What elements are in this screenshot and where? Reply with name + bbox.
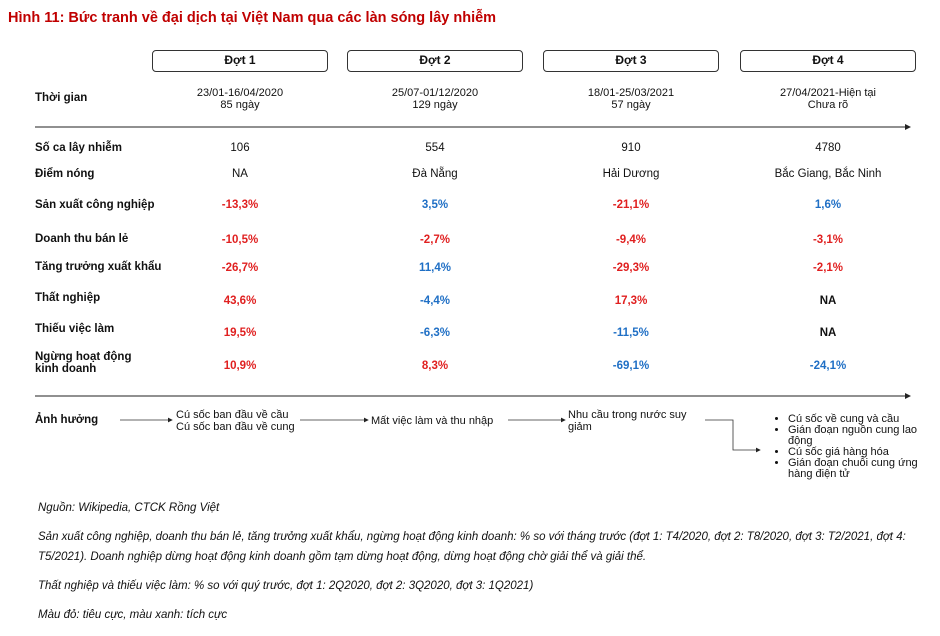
period-duration: 129 ngày (412, 99, 458, 111)
impact-wave-4-item: Gián đoạn chuỗi cung ứng hàng điện tử (788, 458, 926, 480)
underemployment-wave-2: -6,3% (419, 327, 451, 339)
wave-2-header: Đợt 2 (347, 50, 523, 72)
hotspot-wave-2: Đà Nẵng (412, 168, 458, 180)
row-label-underemployment: Thiếu việc làm (35, 323, 115, 335)
suspension-wave-3: -69,1% (612, 360, 650, 372)
industrial-wave-2: 3,5% (421, 199, 449, 211)
underemployment-wave-1: 19,5% (223, 327, 257, 339)
color-legend-note: Màu đỏ: tiêu cực, màu xanh: tích cực (38, 609, 228, 621)
period-label: Thời gian (35, 92, 88, 104)
suspension-wave-4: -24,1% (809, 360, 847, 372)
export-wave-2: 11,4% (419, 262, 451, 274)
labor-note: Thất nghiệp và thiếu việc làm: % so với … (38, 580, 534, 592)
suspension-wave-1: 10,9% (223, 360, 257, 372)
impact-wave-1-line: Cú sốc ban đầu về cầu (176, 409, 289, 421)
impact-wave-4: Cú sốc về cung và cầu Gián đoạn nguồn cu… (776, 414, 926, 480)
period-dates: 18/01-25/03/2021 (587, 87, 675, 99)
wave-1-header: Đợt 1 (152, 50, 328, 72)
impact-wave-2: Mất việc làm và thu nhập (371, 415, 494, 427)
hotspot-wave-4: Bắc Giang, Bắc Ninh (774, 168, 882, 180)
period-wave-3: 18/01-25/03/2021 57 ngày (536, 87, 726, 111)
cases-wave-3: 910 (621, 142, 641, 154)
industrial-wave-4: 1,6% (814, 199, 842, 211)
underemployment-wave-4: NA (819, 327, 837, 339)
wave-4-header: Đợt 4 (740, 50, 916, 72)
hotspot-wave-1: NA (232, 168, 248, 180)
impact-wave-1: Cú sốc ban đầu về cầu Cú sốc ban đầu về … (176, 409, 306, 433)
wave-3-header: Đợt 3 (543, 50, 719, 72)
unemployment-wave-3: 17,3% (614, 295, 648, 307)
export-wave-1: -26,7% (221, 262, 259, 274)
cases-wave-2: 554 (425, 142, 445, 154)
period-duration: Chưa rõ (807, 99, 849, 111)
impact-wave-3: Nhu cầu trong nước suy giảm (568, 409, 687, 433)
industrial-wave-1: -13,3% (221, 199, 259, 211)
suspension-wave-2: 8,3% (421, 360, 449, 372)
period-duration: 57 ngày (611, 99, 651, 111)
period-dates: 23/01-16/04/2020 (196, 87, 284, 99)
impact-wave-4-item: Gián đoạn nguồn cung lao động (788, 425, 926, 447)
impact-wave-4-item: Cú sốc về cung và cầu (788, 414, 926, 425)
row-label-industrial: Sản xuất công nghiệp (35, 199, 155, 211)
unemployment-wave-1: 43,6% (223, 295, 257, 307)
unemployment-wave-4: NA (819, 295, 837, 307)
definition-note: Sản xuất công nghiệp, doanh thu bán lẻ, … (38, 531, 906, 563)
export-wave-4: -2,1% (812, 262, 844, 274)
figure-title: Hình 11: Bức tranh về đại dịch tại Việt … (8, 10, 497, 26)
impact-wave-4-item: Cú sốc giá hàng hóa (788, 447, 926, 458)
period-wave-1: 23/01-16/04/2020 85 ngày (145, 87, 335, 111)
row-label-unemployment: Thất nghiệp (35, 292, 101, 304)
row-label-cases: Số ca lây nhiễm (35, 142, 122, 154)
cases-wave-1: 106 (230, 142, 250, 154)
period-dates: 27/04/2021-Hiện tại (779, 87, 876, 99)
row-label-hotspot: Điểm nóng (35, 168, 95, 180)
source-note: Nguồn: Wikipedia, CTCK Rồng Việt (38, 502, 220, 514)
period-duration: 85 ngày (220, 99, 260, 111)
underemployment-wave-3: -11,5% (613, 327, 649, 339)
hotspot-wave-3: Hải Dương (602, 168, 660, 180)
row-label-export: Tăng trưởng xuất khẩu (35, 261, 162, 273)
retail-wave-3: -9,4% (615, 234, 647, 246)
impact-wave-1-line: Cú sốc ban đầu về cung (176, 421, 295, 433)
unemployment-wave-2: -4,4% (419, 295, 451, 307)
retail-wave-2: -2,7% (419, 234, 451, 246)
period-wave-4: 27/04/2021-Hiện tại Chưa rõ (733, 87, 923, 111)
industrial-wave-3: -21,1% (612, 199, 650, 211)
retail-wave-1: -10,5% (221, 234, 259, 246)
impact-arrow-4 (705, 419, 761, 453)
export-wave-3: -29,3% (612, 262, 650, 274)
period-wave-2: 25/07-01/12/2020 129 ngày (340, 87, 530, 111)
period-dates: 25/07-01/12/2020 (391, 87, 479, 99)
retail-wave-4: -3,1% (812, 234, 844, 246)
row-label-retail: Doanh thu bán lẻ (35, 233, 129, 245)
impact-label: Ảnh hưởng (35, 414, 99, 426)
row-label-suspension: Ngừng hoạt động kinh doanh (35, 351, 132, 375)
cases-wave-4: 4780 (815, 142, 841, 154)
